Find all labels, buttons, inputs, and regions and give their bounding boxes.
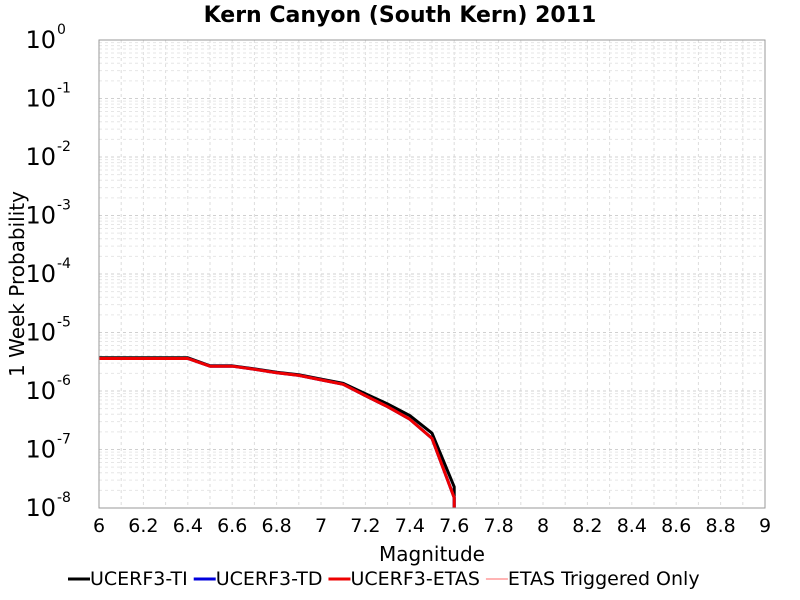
y-tick-base: 10 [25,494,56,522]
x-tick-label: 8.8 [705,515,735,537]
x-tick-label: 8.6 [661,515,691,537]
x-tick-label: 6 [93,515,105,537]
y-tick-label: 10 -6 [25,373,71,405]
x-tick-label: 7.6 [439,515,469,537]
y-tick-base: 10 [25,143,56,171]
y-tick-label: 10 -3 [25,198,71,230]
legend: UCERF3-TI UCERF3-TD UCERF3-ETAS ETAS Trigge… [68,568,700,590]
y-tick-label: 10 -8 [25,490,71,522]
y-tick-label: 10 0 [25,22,65,54]
x-axis-label: Magnitude [379,542,485,566]
y-tick-base: 10 [25,26,56,54]
y-tick-base: 10 [25,436,56,464]
x-tick-label: 7 [315,515,327,537]
y-tick-exponent: -8 [57,490,71,506]
y-tick-exponent: 0 [57,22,66,38]
grid [98,40,766,509]
x-tick-label: 8.2 [572,515,602,537]
series-line-ucerf3-etas [99,357,456,508]
y-tick-label: 10 -5 [25,315,71,347]
x-tick-label: 6.8 [261,515,291,537]
x-tick-label: 7.4 [395,515,425,537]
legend-label-etas-triggered-only: ETAS Triggered Only [508,568,700,590]
x-tick-label: 8 [537,515,549,537]
legend-label-ucerf3-td: UCERF3-TD [216,568,323,590]
y-tick-label: 10 -2 [25,139,71,171]
x-tick-label: 6.4 [173,515,203,537]
y-tick-exponent: -1 [57,81,71,97]
y-tick-base: 10 [25,319,56,347]
y-tick-label: 10 -4 [25,256,71,288]
x-tick-label: 6.6 [217,515,247,537]
y-axis-label: 1 Week Probability [5,191,29,377]
x-tick-label: 8.4 [617,515,647,537]
y-tick-base: 10 [25,377,56,405]
y-tick-exponent: -3 [57,198,71,214]
y-tick-label: 10 -1 [25,81,71,113]
legend-label-ucerf3-ti: UCERF3-TI [90,568,188,590]
y-tick-exponent: -2 [57,139,71,155]
x-tick-label: 7.8 [483,515,513,537]
y-tick-exponent: -7 [57,432,71,448]
y-tick-base: 10 [25,202,56,230]
x-tick-labels: 6 6.2 6.4 6.6 6.8 7 7.2 7.4 7.6 7.8 8 8.2 8.4 8.6 8.8 9 [93,515,771,537]
chart-title: Kern Canyon (South Kern) 2011 [204,3,597,28]
y-tick-base: 10 [25,85,56,113]
plot-frame [98,39,766,509]
x-tick-label: 9 [759,515,771,537]
x-tick-label: 6.2 [128,515,158,537]
y-tick-exponent: -4 [57,256,71,272]
x-tick-label: 7.2 [350,515,380,537]
legend-label-ucerf3-etas: UCERF3-ETAS [350,568,479,590]
y-tick-label: 10 -7 [25,432,71,464]
y-tick-exponent: -5 [57,315,71,331]
series-layer [99,356,456,508]
y-tick-exponent: -6 [57,373,71,389]
y-tick-base: 10 [25,260,56,288]
